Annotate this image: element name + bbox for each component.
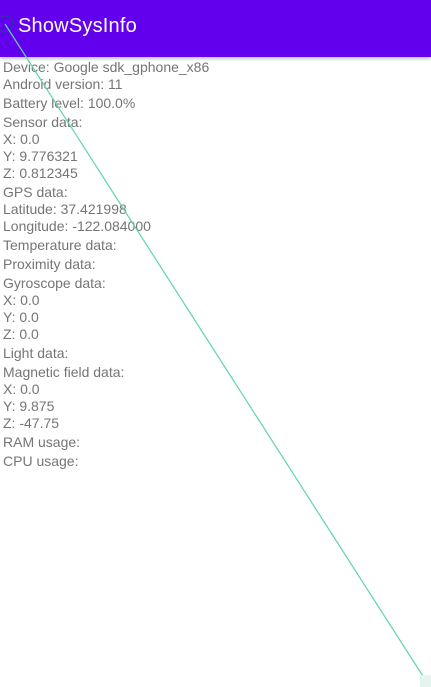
magnetic-y: Y: 9.875 — [3, 398, 55, 414]
battery-level: Battery level: 100.0% — [3, 95, 136, 111]
gyroscope-x: X: 0.0 — [3, 292, 40, 308]
device-info: Device: Google sdk_gphone_x86 — [3, 59, 210, 75]
app-bar: ShowSysInfo — [0, 0, 431, 57]
gps-data-header: GPS data: — [3, 184, 68, 200]
sensor-z: Z: 0.812345 — [3, 165, 78, 181]
magnetic-z: Z: -47.75 — [3, 415, 60, 431]
cpu-usage: CPU usage: — [3, 453, 79, 469]
gps-longitude: Longitude: -122.084000 — [3, 218, 151, 234]
gyroscope-data-section: Gyroscope data: X: 0.0 Y: 0.0 Z: 0.0 — [3, 275, 429, 343]
temperature-data-header: Temperature data: — [3, 237, 117, 253]
system-info-panel: Device: Google sdk_gphone_x86 Android ve… — [3, 59, 429, 470]
gyroscope-z: Z: 0.0 — [3, 326, 39, 342]
proximity-data-header: Proximity data: — [3, 256, 96, 272]
sensor-x: X: 0.0 — [3, 131, 40, 147]
magnetic-field-data-header: Magnetic field data: — [3, 364, 125, 380]
magnetic-x: X: 0.0 — [3, 381, 40, 397]
gyroscope-y: Y: 0.0 — [3, 309, 39, 325]
app-title: ShowSysInfo — [18, 15, 137, 37]
gps-data-section: GPS data: Latitude: 37.421998 Longitude:… — [3, 184, 429, 235]
android-version: Android version: 11 — [3, 76, 123, 92]
magnetic-field-data-section: Magnetic field data: X: 0.0 Y: 9.875 Z: … — [3, 364, 429, 432]
gps-latitude: Latitude: 37.421998 — [3, 201, 127, 217]
gyroscope-data-header: Gyroscope data: — [3, 275, 106, 291]
touch-end-indicator — [420, 675, 431, 687]
sensor-y: Y: 9.776321 — [3, 148, 78, 164]
sensor-data-section: Sensor data: X: 0.0 Y: 9.776321 Z: 0.812… — [3, 114, 429, 182]
light-data-header: Light data: — [3, 345, 69, 361]
ram-usage: RAM usage: — [3, 434, 81, 450]
sensor-data-header: Sensor data: — [3, 114, 83, 130]
